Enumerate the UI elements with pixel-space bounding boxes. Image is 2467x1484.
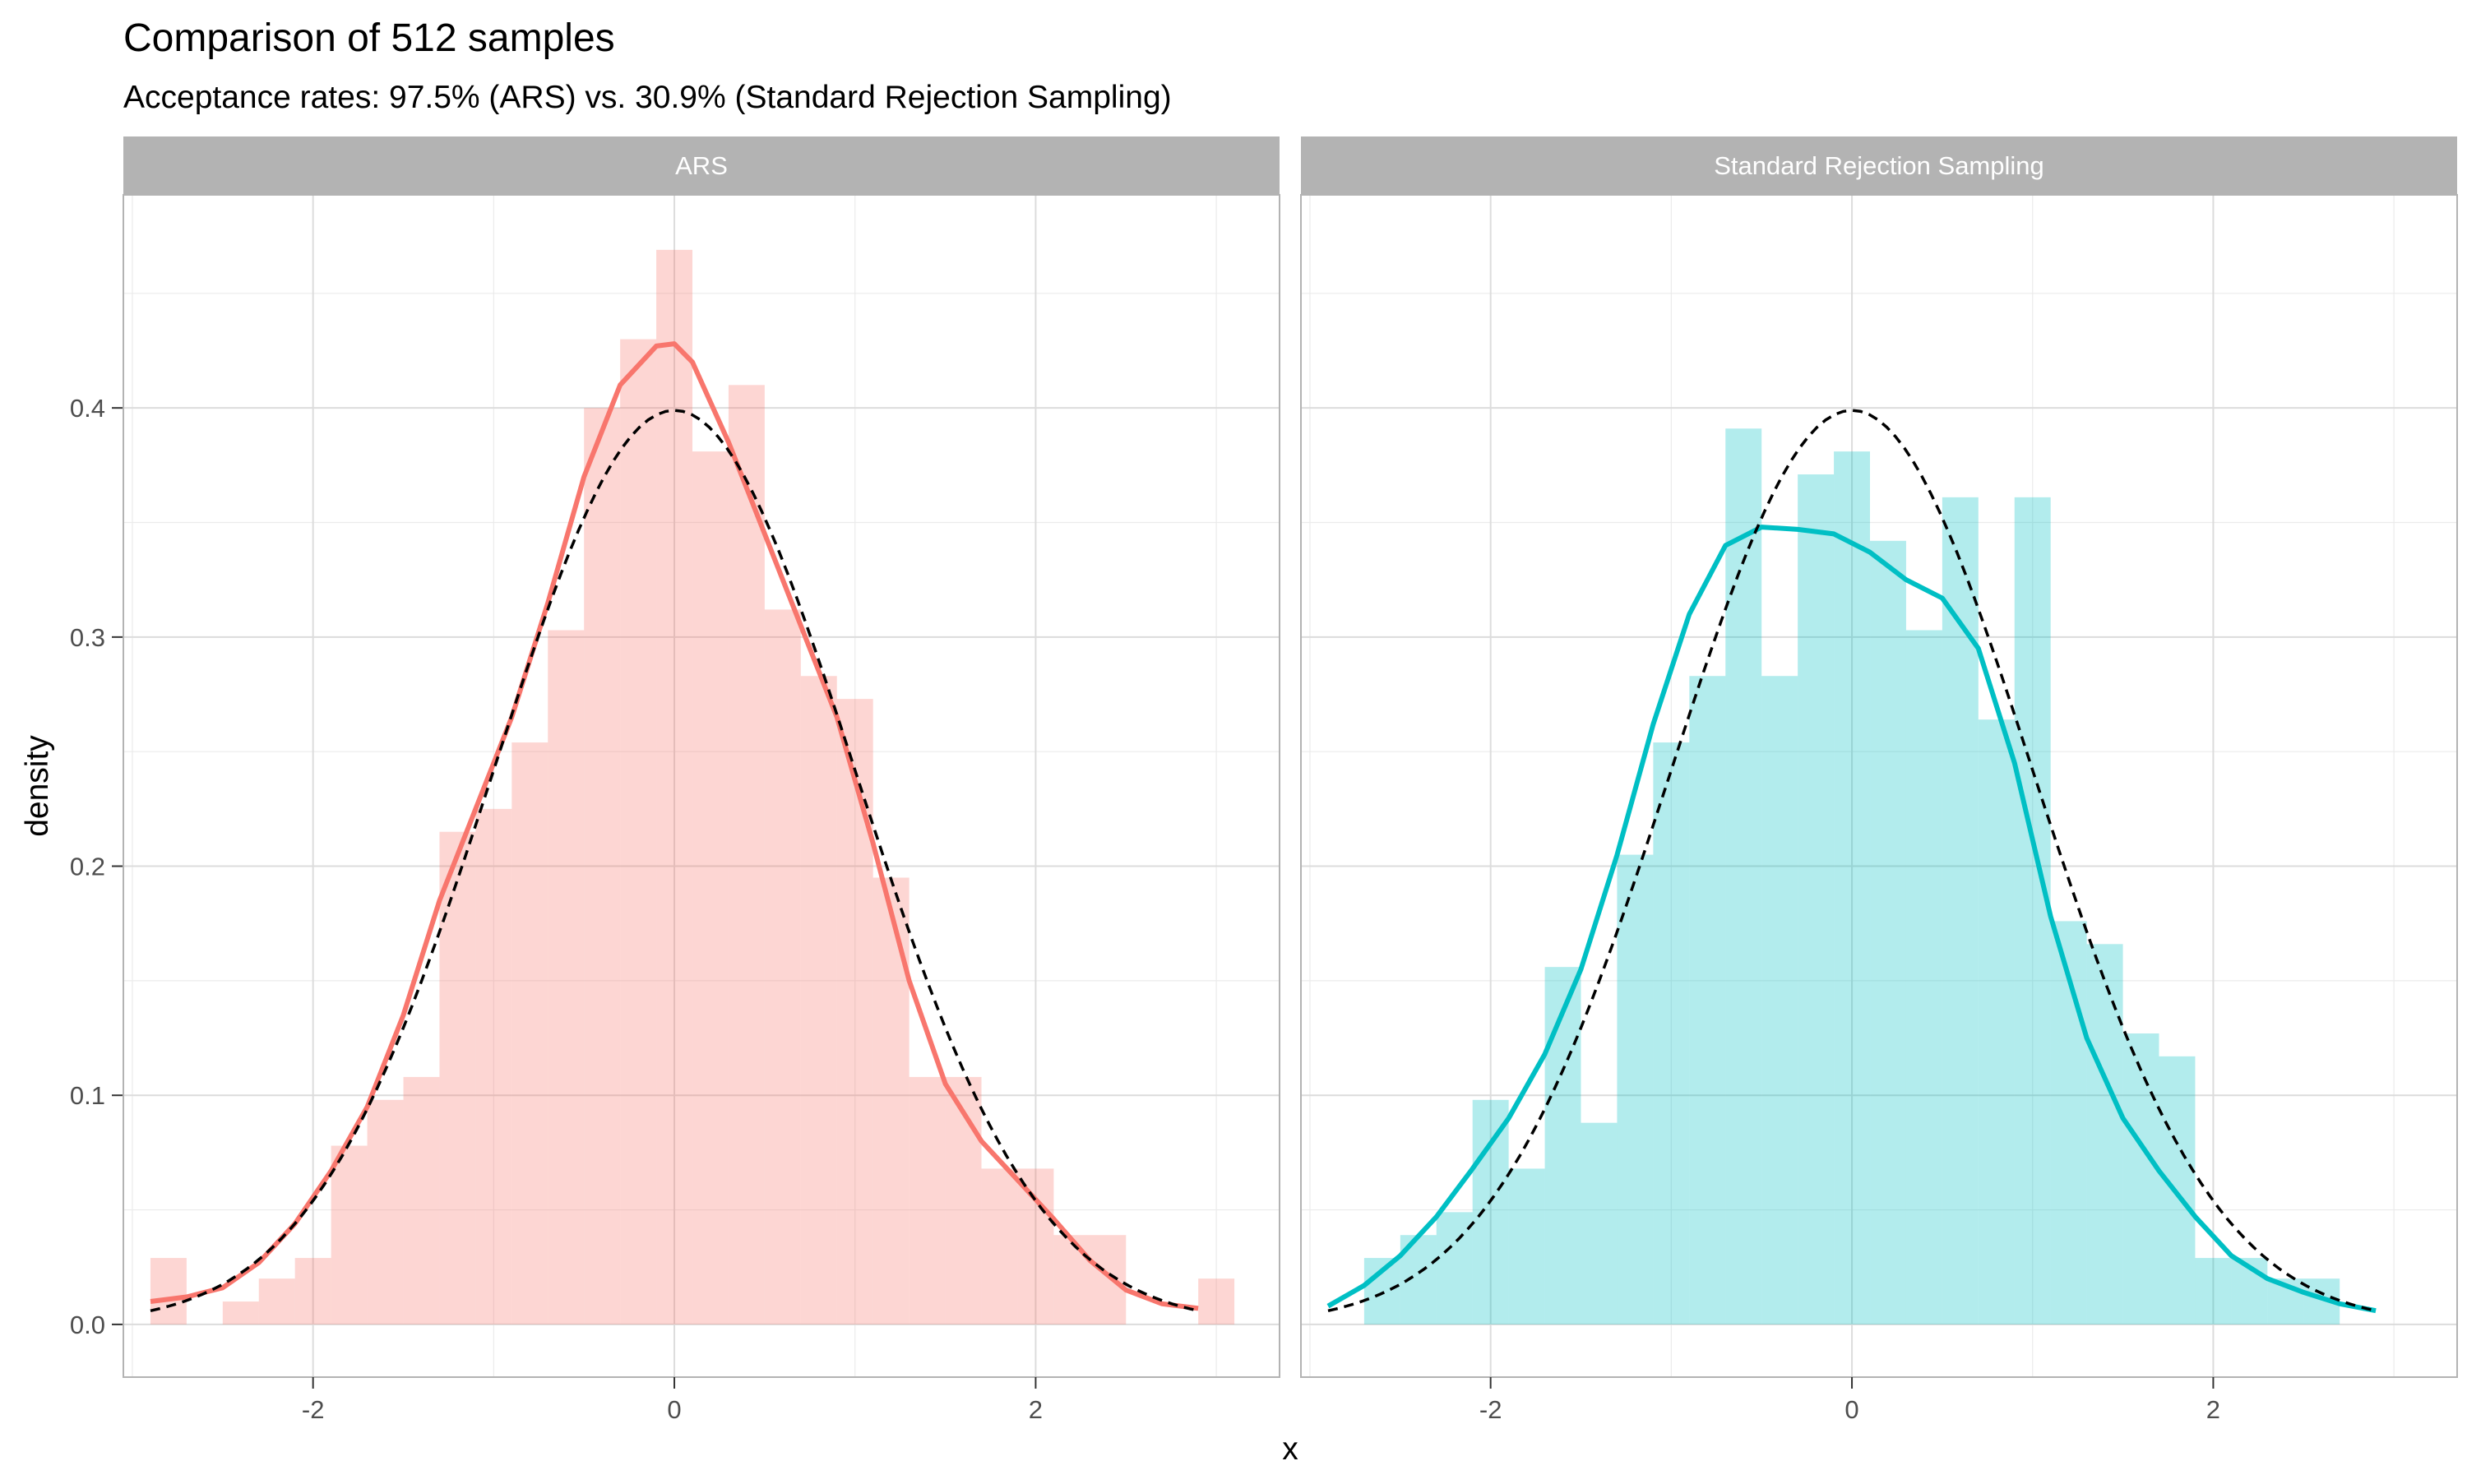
histogram-bar (1090, 1235, 1127, 1325)
histogram-bar (2122, 1033, 2159, 1325)
histogram-bar (764, 609, 801, 1325)
histogram-bar (728, 385, 765, 1325)
histogram-bar (2195, 1258, 2232, 1325)
histogram-bar (1053, 1235, 1090, 1325)
histogram-bar (836, 699, 873, 1325)
panel-background (123, 195, 1280, 1377)
x-tick-label: 2 (1029, 1395, 1043, 1424)
facet-strip-label: Standard Rejection Sampling (1714, 151, 2044, 180)
histogram-bar (1653, 742, 1690, 1325)
y-tick-label: 0.3 (70, 623, 105, 652)
reference-normal-curve (150, 409, 1199, 1313)
histogram-bar (1761, 676, 1798, 1325)
histogram-bar (258, 1278, 295, 1325)
histogram-bar (945, 1076, 982, 1325)
histogram-bar (1905, 630, 1942, 1325)
histogram-bar (403, 1076, 440, 1325)
histogram-bar (475, 808, 512, 1325)
facet-strip (123, 136, 1280, 195)
histogram-bar (1472, 1099, 1509, 1325)
y-tick-label: 0.2 (70, 853, 105, 881)
histogram-bar (692, 451, 729, 1325)
y-tick-label: 0.1 (70, 1081, 105, 1110)
panel-background (1301, 195, 2457, 1377)
histogram-bar (222, 1301, 259, 1325)
histogram-bar (620, 339, 657, 1325)
histogram-bar (331, 1145, 368, 1325)
histogram-bar (981, 1168, 1018, 1325)
y-axis-title: density (20, 735, 55, 837)
panel-border (123, 194, 1280, 1378)
facet-strip (1301, 136, 2457, 195)
histogram-bar (2086, 944, 2123, 1325)
facet-strip-label: ARS (675, 151, 728, 180)
x-axis-title: x (1282, 1431, 1298, 1467)
histogram-bar (2050, 921, 2087, 1325)
histogram-bar (1942, 497, 1979, 1325)
y-tick-label: 0.4 (70, 394, 105, 423)
histogram-bar (2014, 497, 2051, 1325)
histogram-bar (872, 877, 910, 1325)
histogram-bar (1689, 676, 1726, 1325)
histogram-bar (294, 1258, 331, 1325)
histogram-bar (1834, 451, 1871, 1325)
histogram-bar (1725, 428, 1762, 1325)
panel-border (1300, 194, 2458, 1378)
histogram-bar (1978, 719, 2015, 1325)
x-tick-label: -2 (302, 1395, 325, 1424)
histogram-bar (656, 249, 693, 1325)
histogram-bar (367, 1099, 404, 1325)
chart-subtitle: Acceptance rates: 97.5% (ARS) vs. 30.9% … (123, 80, 1172, 115)
histogram-bar (1581, 1122, 1618, 1325)
histogram-bar (548, 630, 585, 1325)
kde-curve (150, 341, 1199, 1311)
histogram-bar (800, 676, 837, 1325)
histogram-bar (1436, 1212, 1473, 1325)
x-tick-label: 0 (1844, 1395, 1858, 1424)
y-tick-label: 0.0 (70, 1311, 105, 1339)
histogram-bar (439, 831, 476, 1325)
reference-normal-curve (1327, 409, 2377, 1313)
x-tick-label: 2 (2206, 1395, 2220, 1424)
histogram-bar (511, 742, 548, 1325)
histogram-bar (584, 408, 621, 1325)
histogram-bar (909, 1076, 946, 1325)
x-tick-label: -2 (1479, 1395, 1502, 1424)
histogram-bar (1798, 474, 1835, 1325)
histogram-bar (1544, 967, 1581, 1325)
histogram-bar (1017, 1168, 1054, 1325)
histogram-bar (1870, 540, 1906, 1325)
histogram-bar (1617, 854, 1654, 1325)
histogram-bar (1198, 1278, 1235, 1325)
histogram-bar (150, 1258, 187, 1325)
histogram-bar (1508, 1168, 1545, 1325)
kde-curve (1326, 525, 2377, 1314)
x-tick-label: 0 (667, 1395, 681, 1424)
chart-title: Comparison of 512 samples (123, 16, 615, 60)
